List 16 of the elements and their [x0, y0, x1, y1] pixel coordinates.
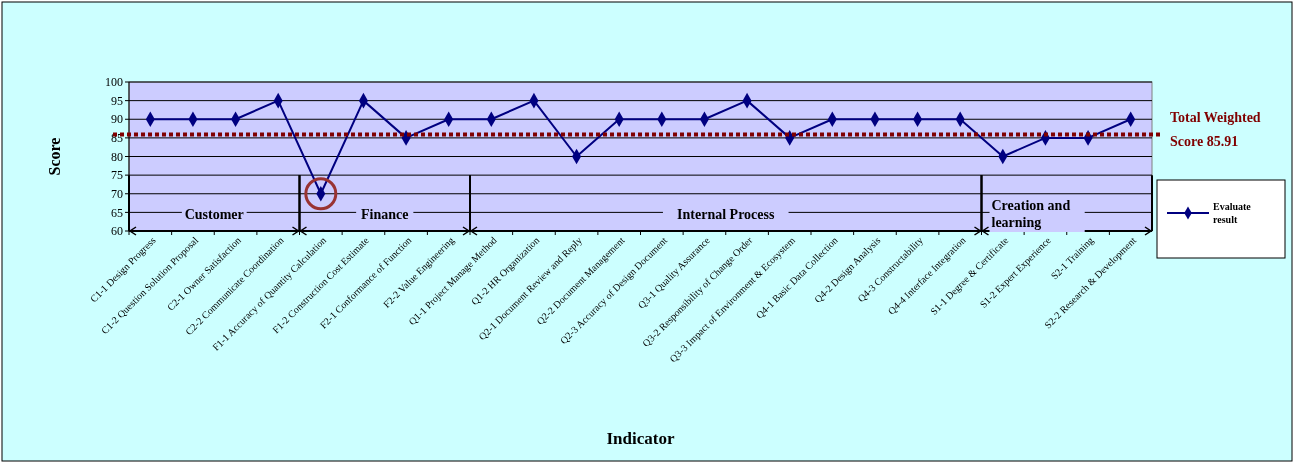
y-tick-label: 65 [111, 205, 123, 220]
annotation: Creation and learning [991, 197, 1071, 231]
y-tick-label: 60 [111, 224, 123, 239]
x-axis-title: Indicator [606, 429, 675, 448]
annotation: Customer [184, 206, 244, 222]
y-tick-label: 80 [111, 149, 123, 164]
y-tick-label: 75 [111, 168, 123, 183]
y-tick-label: 90 [111, 112, 123, 127]
y-tick-label: 95 [111, 93, 123, 108]
annotation: Finance [361, 206, 409, 222]
legend-label: Evaluate result [1213, 201, 1252, 225]
annotation: Internal Process [677, 206, 775, 222]
y-axis-title: Score [46, 137, 63, 176]
ref-line-label: Total Weighted Score 85.91 [1170, 110, 1261, 150]
y-tick-label: 70 [111, 186, 123, 201]
y-tick-label: 100 [105, 75, 123, 90]
